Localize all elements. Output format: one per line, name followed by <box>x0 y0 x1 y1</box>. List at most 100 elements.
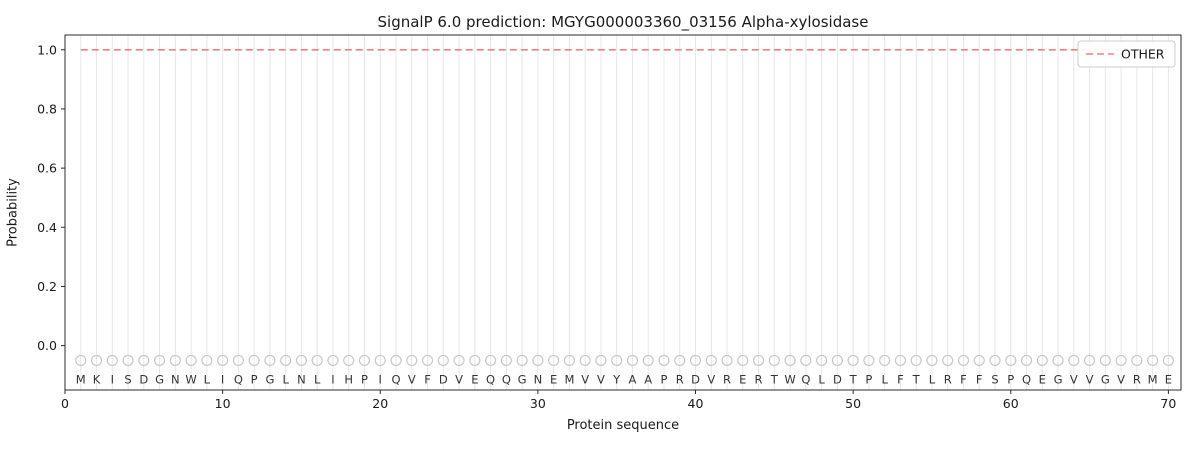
residue-letter: L <box>881 373 888 387</box>
residue-marker-circle <box>894 354 907 367</box>
residue-marker-circle <box>957 354 970 367</box>
residue-letter: V <box>408 373 416 387</box>
legend-label: OTHER <box>1121 47 1165 62</box>
residue-marker-circle <box>75 354 87 367</box>
residue-marker-circle <box>374 354 386 367</box>
x-tick-label: 70 <box>1160 396 1176 411</box>
y-tick-label: 1.0 <box>37 42 57 57</box>
residue-letter: G <box>155 373 164 387</box>
residue-marker-circle <box>705 354 717 367</box>
residue-letter: D <box>439 373 448 387</box>
residue-letter: F <box>897 373 904 387</box>
residue-marker-circle <box>973 354 985 367</box>
residue-letter: A <box>629 373 637 387</box>
residue-letter: E <box>739 373 746 387</box>
residue-letter: L <box>818 373 825 387</box>
residue-letter: T <box>770 373 779 387</box>
residue-letter: E <box>471 373 478 387</box>
x-tick-label: 40 <box>688 396 704 411</box>
residue-marker-circle <box>1099 354 1111 367</box>
chart-title: SignalP 6.0 prediction: MGYG000003360_03… <box>377 13 869 31</box>
residue-marker-circle <box>122 354 134 367</box>
residue-letter: R <box>944 373 952 387</box>
residue-marker-circle <box>106 354 118 367</box>
residue-letter: F <box>976 373 983 387</box>
residue-marker-circle <box>217 354 229 367</box>
residue-marker-circle <box>1020 354 1033 367</box>
residue-marker-circle <box>138 354 150 367</box>
residue-letter: V <box>455 373 463 387</box>
residue-marker-circle <box>816 354 828 367</box>
residue-letter: L <box>314 373 321 387</box>
residue-marker-circle <box>406 354 418 367</box>
residue-marker-circle <box>532 354 544 367</box>
residue-letter: V <box>707 373 715 387</box>
residue-marker-circle <box>1068 354 1080 367</box>
residue-marker-circle <box>390 354 402 367</box>
residue-marker-circle <box>295 354 308 367</box>
x-tick-label: 50 <box>845 396 861 411</box>
residue-marker-circle <box>1147 354 1159 367</box>
residue-letter: L <box>204 373 211 387</box>
residue-letter: G <box>265 373 274 387</box>
residue-marker-circle <box>1036 354 1048 367</box>
residue-letter: L <box>282 373 289 387</box>
legend-box <box>1077 40 1176 68</box>
residue-letter: Q <box>1022 373 1031 387</box>
residue-marker-circle <box>611 354 623 367</box>
residue-marker-circle <box>1083 354 1096 367</box>
y-tick-label: 0.6 <box>37 161 57 176</box>
residue-letter: G <box>518 373 527 387</box>
residue-marker-circle <box>421 354 434 367</box>
residue-marker-circle <box>658 354 670 367</box>
residue-marker-circle <box>1131 354 1143 367</box>
residue-marker-circle <box>768 354 780 367</box>
residue-marker-circle <box>232 354 244 367</box>
residue-marker-circle <box>1115 354 1127 367</box>
residue-letter: E <box>1165 373 1172 387</box>
x-tick-label: 30 <box>530 396 546 411</box>
residue-marker-circle <box>248 354 260 367</box>
residue-letter: R <box>676 373 684 387</box>
residue-letter: G <box>1101 373 1110 387</box>
residue-marker-circle <box>563 354 576 367</box>
residue-letter: F <box>424 373 431 387</box>
x-tick-label: 60 <box>1003 396 1019 411</box>
residue-letter: R <box>1133 373 1141 387</box>
residue-letter: Q <box>486 373 495 387</box>
residue-marker-circle <box>800 354 812 367</box>
y-tick-label: 0.8 <box>37 101 57 116</box>
residue-marker-circle <box>674 354 686 367</box>
residue-letter: P <box>251 373 258 387</box>
residue-letter: T <box>849 373 858 387</box>
y-tick-label: 0.0 <box>37 338 57 353</box>
residue-letter: I <box>331 373 334 387</box>
residue-letter: Q <box>502 373 511 387</box>
y-tick-label: 0.2 <box>37 279 57 294</box>
residue-marker-circle <box>752 354 765 367</box>
residue-marker-circle <box>327 354 339 367</box>
residue-letter: R <box>723 373 731 387</box>
residue-marker-circle <box>737 354 749 367</box>
residue-letter: V <box>581 373 589 387</box>
residue-marker-circle <box>343 354 355 367</box>
plot-border <box>64 34 1182 391</box>
residue-letter: A <box>644 373 652 387</box>
residue-marker-circle <box>169 354 181 367</box>
residue-marker-circle <box>500 354 512 367</box>
residue-marker-circle <box>626 354 639 367</box>
residue-marker-circle <box>721 354 733 367</box>
residue-letter: R <box>755 373 763 387</box>
residue-marker-circle <box>280 354 292 367</box>
residue-letter: D <box>139 373 148 387</box>
residue-letter: V <box>1086 373 1094 387</box>
residue-letter: L <box>929 373 936 387</box>
residue-marker-circle <box>548 354 560 367</box>
residue-letter: S <box>124 373 131 387</box>
residue-letter: Q <box>234 373 243 387</box>
residue-marker-circle <box>989 354 1001 367</box>
residue-marker-circle <box>264 354 276 367</box>
residue-marker-circle <box>942 354 954 367</box>
x-tick-label: 20 <box>372 396 388 411</box>
